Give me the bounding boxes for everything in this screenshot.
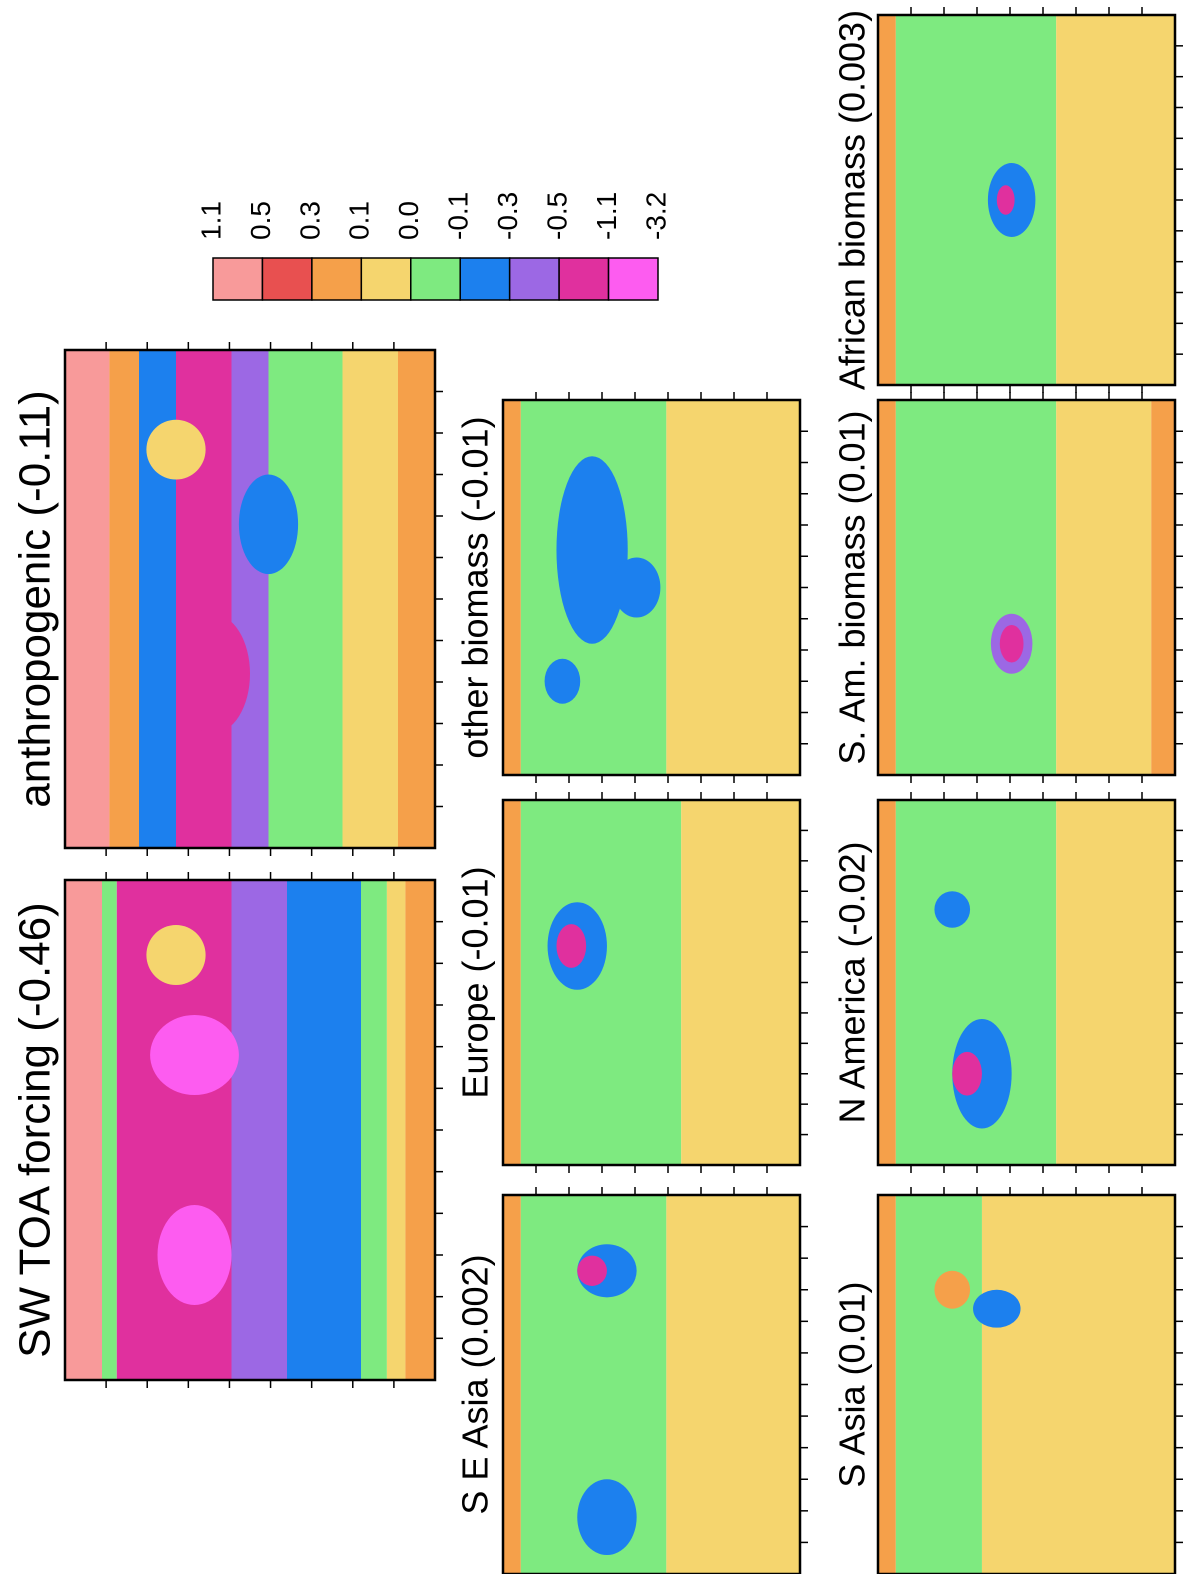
map-blob: [613, 558, 661, 618]
colorbar-label: 1.1: [195, 201, 226, 240]
panel-title: S. Am. biomass (0.01): [832, 410, 873, 764]
map-blob: [934, 1271, 970, 1309]
panel-title: S E Asia (0.002): [455, 1254, 496, 1514]
map-band: [878, 1195, 896, 1574]
map-band: [896, 400, 1056, 775]
panel-title: SW TOA forcing (-0.46): [11, 902, 60, 1358]
panel-title: Europe (-0.01): [455, 866, 496, 1098]
map-panel: [878, 392, 1183, 783]
panel-title: N America (-0.02): [832, 841, 873, 1123]
colorbar-swatch: [609, 258, 658, 300]
map-band: [1151, 400, 1175, 775]
map-band: [343, 350, 399, 848]
map-band: [503, 400, 521, 775]
panel-title: anthropogenic (-0.11): [11, 390, 60, 807]
map-band: [65, 880, 102, 1380]
map-blob: [556, 456, 627, 644]
map-blob: [176, 614, 250, 734]
map-band: [102, 880, 117, 1380]
map-band: [109, 350, 139, 848]
map-band: [232, 880, 288, 1380]
map-blob: [158, 1205, 232, 1305]
panel-title: African biomass (0.003): [832, 10, 873, 390]
map-blob: [150, 1015, 239, 1095]
colorbar-label: 0.0: [393, 201, 424, 240]
colorbar-swatch: [262, 258, 311, 300]
figure: SW TOA forcing (-0.46) anthropogenic (-0.…: [0, 0, 1195, 1574]
map-band: [1056, 15, 1175, 385]
colorbar-swatch: [361, 258, 410, 300]
colorbar-swatch: [411, 258, 460, 300]
map-blob: [1000, 625, 1024, 663]
map-blob: [545, 659, 581, 704]
map-panel: [878, 7, 1183, 393]
map-band: [521, 800, 681, 1165]
map-blob: [934, 891, 970, 928]
map-blob: [239, 475, 298, 575]
map-band: [405, 880, 435, 1380]
colorbar-swatch: [460, 258, 509, 300]
map-panel: [503, 392, 808, 783]
map-blob: [146, 420, 205, 480]
map-band: [878, 800, 896, 1165]
map-band: [398, 350, 435, 848]
map-band: [503, 1195, 521, 1574]
map-band: [287, 880, 361, 1380]
colorbar-label: -0.1: [443, 192, 474, 240]
map-band: [269, 350, 343, 848]
map-blob: [952, 1052, 982, 1096]
panel-title: S Asia (0.01): [832, 1281, 873, 1487]
map-band: [361, 880, 387, 1380]
map-band: [878, 400, 896, 775]
colorbar-label: 0.5: [245, 201, 276, 240]
map-band: [65, 350, 109, 848]
map-blob: [577, 1479, 636, 1555]
map-blob: [973, 1290, 1021, 1328]
map-band: [681, 800, 800, 1165]
map-blob: [556, 924, 586, 968]
map-panel: [503, 1187, 808, 1574]
map-panel: [65, 872, 443, 1388]
map-band: [1056, 800, 1175, 1165]
colorbar-label: 0.1: [344, 201, 375, 240]
map-panel: [503, 792, 808, 1173]
map-band: [232, 350, 269, 848]
map-panel: [878, 1187, 1183, 1574]
map-band: [1056, 400, 1151, 775]
colorbar-swatch: [213, 258, 262, 300]
map-panel: [65, 342, 443, 856]
map-panel: [878, 792, 1183, 1173]
colorbar-label: 0.3: [294, 201, 325, 240]
colorbar-label: -0.5: [542, 192, 573, 240]
map-band: [666, 400, 800, 775]
map-blob: [146, 925, 205, 985]
map-band: [878, 15, 896, 385]
map-band: [503, 800, 521, 1165]
colorbar-swatch: [510, 258, 559, 300]
map-blob: [577, 1256, 607, 1286]
colorbar-swatch: [559, 258, 608, 300]
map-band: [666, 1195, 800, 1574]
map-blob: [997, 185, 1015, 215]
map-band: [896, 1195, 982, 1574]
colorbar-label: -3.2: [640, 192, 671, 240]
colorbar-label: -1.1: [591, 192, 622, 240]
panel-title: other biomass (-0.01): [455, 416, 496, 758]
map-band: [982, 1195, 1175, 1574]
colorbar-label: -0.3: [492, 192, 523, 240]
map-band: [387, 880, 406, 1380]
colorbar-swatch: [312, 258, 361, 300]
